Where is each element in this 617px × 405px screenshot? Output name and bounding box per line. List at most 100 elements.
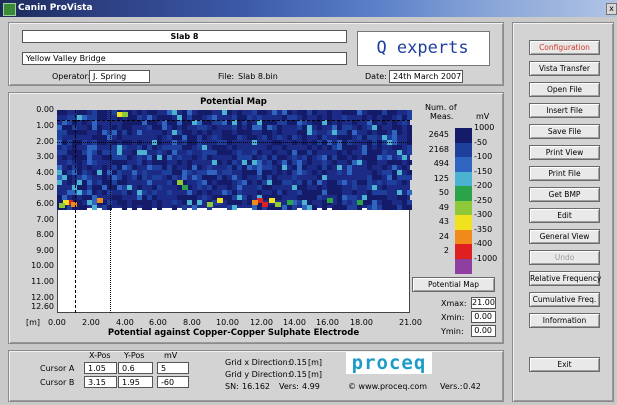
sn-value: 16.162 (242, 382, 270, 391)
side-button-cumulative-freq[interactable]: Cumulative Freq. (529, 292, 600, 307)
legend-unit: mV (476, 112, 490, 121)
legend-swatch (455, 229, 472, 245)
side-button-configuration[interactable]: Configuration (529, 40, 600, 55)
legend-mv: -350 (474, 224, 493, 234)
map-title: Potential Map (200, 97, 267, 107)
legend-swatch (455, 200, 472, 216)
xmin-label: Xmin: (441, 313, 465, 322)
x-tick-label: 12.00 (250, 318, 273, 327)
date-field[interactable]: 24th March 2007 (389, 70, 463, 83)
q-experts-logo-text: Q experts (376, 38, 469, 58)
side-button-print-view[interactable]: Print View (529, 145, 600, 160)
legend-mv: -200 (474, 181, 493, 190)
legend-count: 2168 (428, 144, 449, 154)
legend-swatch (455, 215, 472, 230)
legend-mv: -300 (474, 210, 493, 219)
date-label: Date: (365, 72, 387, 81)
legend-swatch (455, 128, 472, 143)
legend-swatch (455, 258, 472, 274)
side-button-insert-file[interactable]: Insert File (529, 103, 600, 118)
legend-swatch (455, 171, 472, 187)
legend-count: 125 (433, 173, 449, 183)
cursor-b-hline (57, 142, 410, 143)
cursor-b-mv[interactable]: -60 (157, 376, 189, 388)
cursor-b-y[interactable]: 1.95 (118, 376, 153, 388)
cursor-a-hline (57, 120, 410, 121)
grid-x-label: Grid x Direction: (225, 358, 291, 367)
y-tick-label: 0.00 (36, 105, 54, 114)
y-tick-label: 6.00 (36, 199, 54, 208)
slab-title-field[interactable]: Slab 8 (22, 30, 347, 43)
legend-mv: 1000 (474, 123, 495, 132)
side-button-information[interactable]: Information (529, 313, 600, 328)
col-ypos: Y-Pos (124, 351, 145, 360)
xmax-field[interactable]: 21.00 (471, 297, 496, 309)
x-unit: [m] (26, 318, 41, 327)
app-icon (3, 3, 16, 16)
project-name-field[interactable]: Yellow Valley Bridge (22, 52, 347, 65)
cursor-b-vline (110, 110, 111, 313)
legend-mv: -400 (474, 239, 493, 248)
y-tick-label: 12.60 (31, 302, 54, 311)
brand-vers-label: Vers.: (440, 382, 463, 391)
cursor-a-vline (75, 110, 76, 313)
x-tick-label: 14.00 (283, 318, 306, 327)
cursor-a-mv[interactable]: 5 (157, 362, 189, 374)
y-tick-label: 11.00 (31, 277, 54, 286)
vers-value: 4.99 (302, 382, 320, 391)
exit-button[interactable]: Exit (529, 357, 600, 372)
file-label: File: (218, 72, 235, 81)
side-button-edit[interactable]: Edit (529, 208, 600, 223)
cursor-a-y[interactable]: 0.6 (118, 362, 153, 374)
side-button-open-file[interactable]: Open File (529, 82, 600, 97)
x-tick-label: 21.00 (399, 318, 422, 327)
side-button-print-file[interactable]: Print File (529, 166, 600, 181)
operator-field[interactable]: J. Spring (89, 70, 150, 83)
side-button-general-view[interactable]: General View (529, 229, 600, 244)
proceq-logo: proceq (346, 352, 432, 374)
side-button-relative-frequency[interactable]: Relative Frequency (529, 271, 601, 286)
window-title: Canin ProVista (18, 3, 93, 13)
side-button-get-bmp[interactable]: Get BMP (529, 187, 600, 202)
x-tick-label: 16.00 (316, 318, 339, 327)
x-tick-label: 6.00 (149, 318, 167, 327)
xmax-label: Xmax: (441, 299, 467, 308)
x-tick-label: 2.00 (82, 318, 100, 327)
legend-head-1: Num. of (425, 103, 457, 112)
xmin-field[interactable]: 0.00 (471, 311, 496, 323)
x-tick-label: 0.00 (48, 318, 66, 327)
grid-x-unit: [m] (308, 358, 323, 367)
q-experts-logo (357, 31, 490, 66)
legend-count: 43 (438, 217, 449, 226)
grid-y-label: Grid y Direction: (225, 370, 291, 379)
side-button-save-file[interactable]: Save File (529, 124, 600, 139)
side-button-vista-transfer[interactable]: Vista Transfer (529, 61, 600, 76)
legend-count: 49 (438, 202, 449, 212)
x-tick-label: 8.00 (183, 318, 201, 327)
y-tick-label: 2.00 (36, 137, 54, 146)
side-button-undo[interactable]: Undo (529, 250, 600, 265)
legend-count: 24 (438, 231, 449, 241)
col-xpos: X-Pos (89, 351, 111, 360)
legend-mv: -250 (474, 195, 493, 205)
y-tick-label: 1.00 (36, 121, 54, 130)
cursor-a-label: Cursor A (40, 364, 75, 373)
potential-map-button[interactable]: Potential Map (412, 277, 495, 292)
legend-count: 50 (438, 188, 449, 197)
cursor-b-x[interactable]: 3.15 (84, 376, 117, 388)
cursor-b-label: Cursor B (40, 378, 75, 387)
close-button[interactable]: x (606, 3, 617, 15)
brand-vers-value: 0.42 (463, 382, 481, 391)
legend-mv: -150 (474, 166, 493, 176)
legend-mv: -50 (474, 137, 488, 147)
y-tick-label: 7.00 (36, 215, 54, 224)
operator-label: Operator: (52, 72, 91, 81)
ymin-field[interactable]: 0.00 (471, 325, 496, 337)
legend-head-2: Meas. (430, 112, 454, 121)
cursor-a-x[interactable]: 1.05 (84, 362, 117, 374)
y-tick-label: 10.00 (31, 261, 54, 270)
website-text: © www.proceq.com (348, 382, 428, 391)
legend-swatch (455, 244, 472, 259)
file-value: Slab 8.bin (238, 72, 278, 81)
x-tick-label: 4.00 (116, 318, 134, 327)
